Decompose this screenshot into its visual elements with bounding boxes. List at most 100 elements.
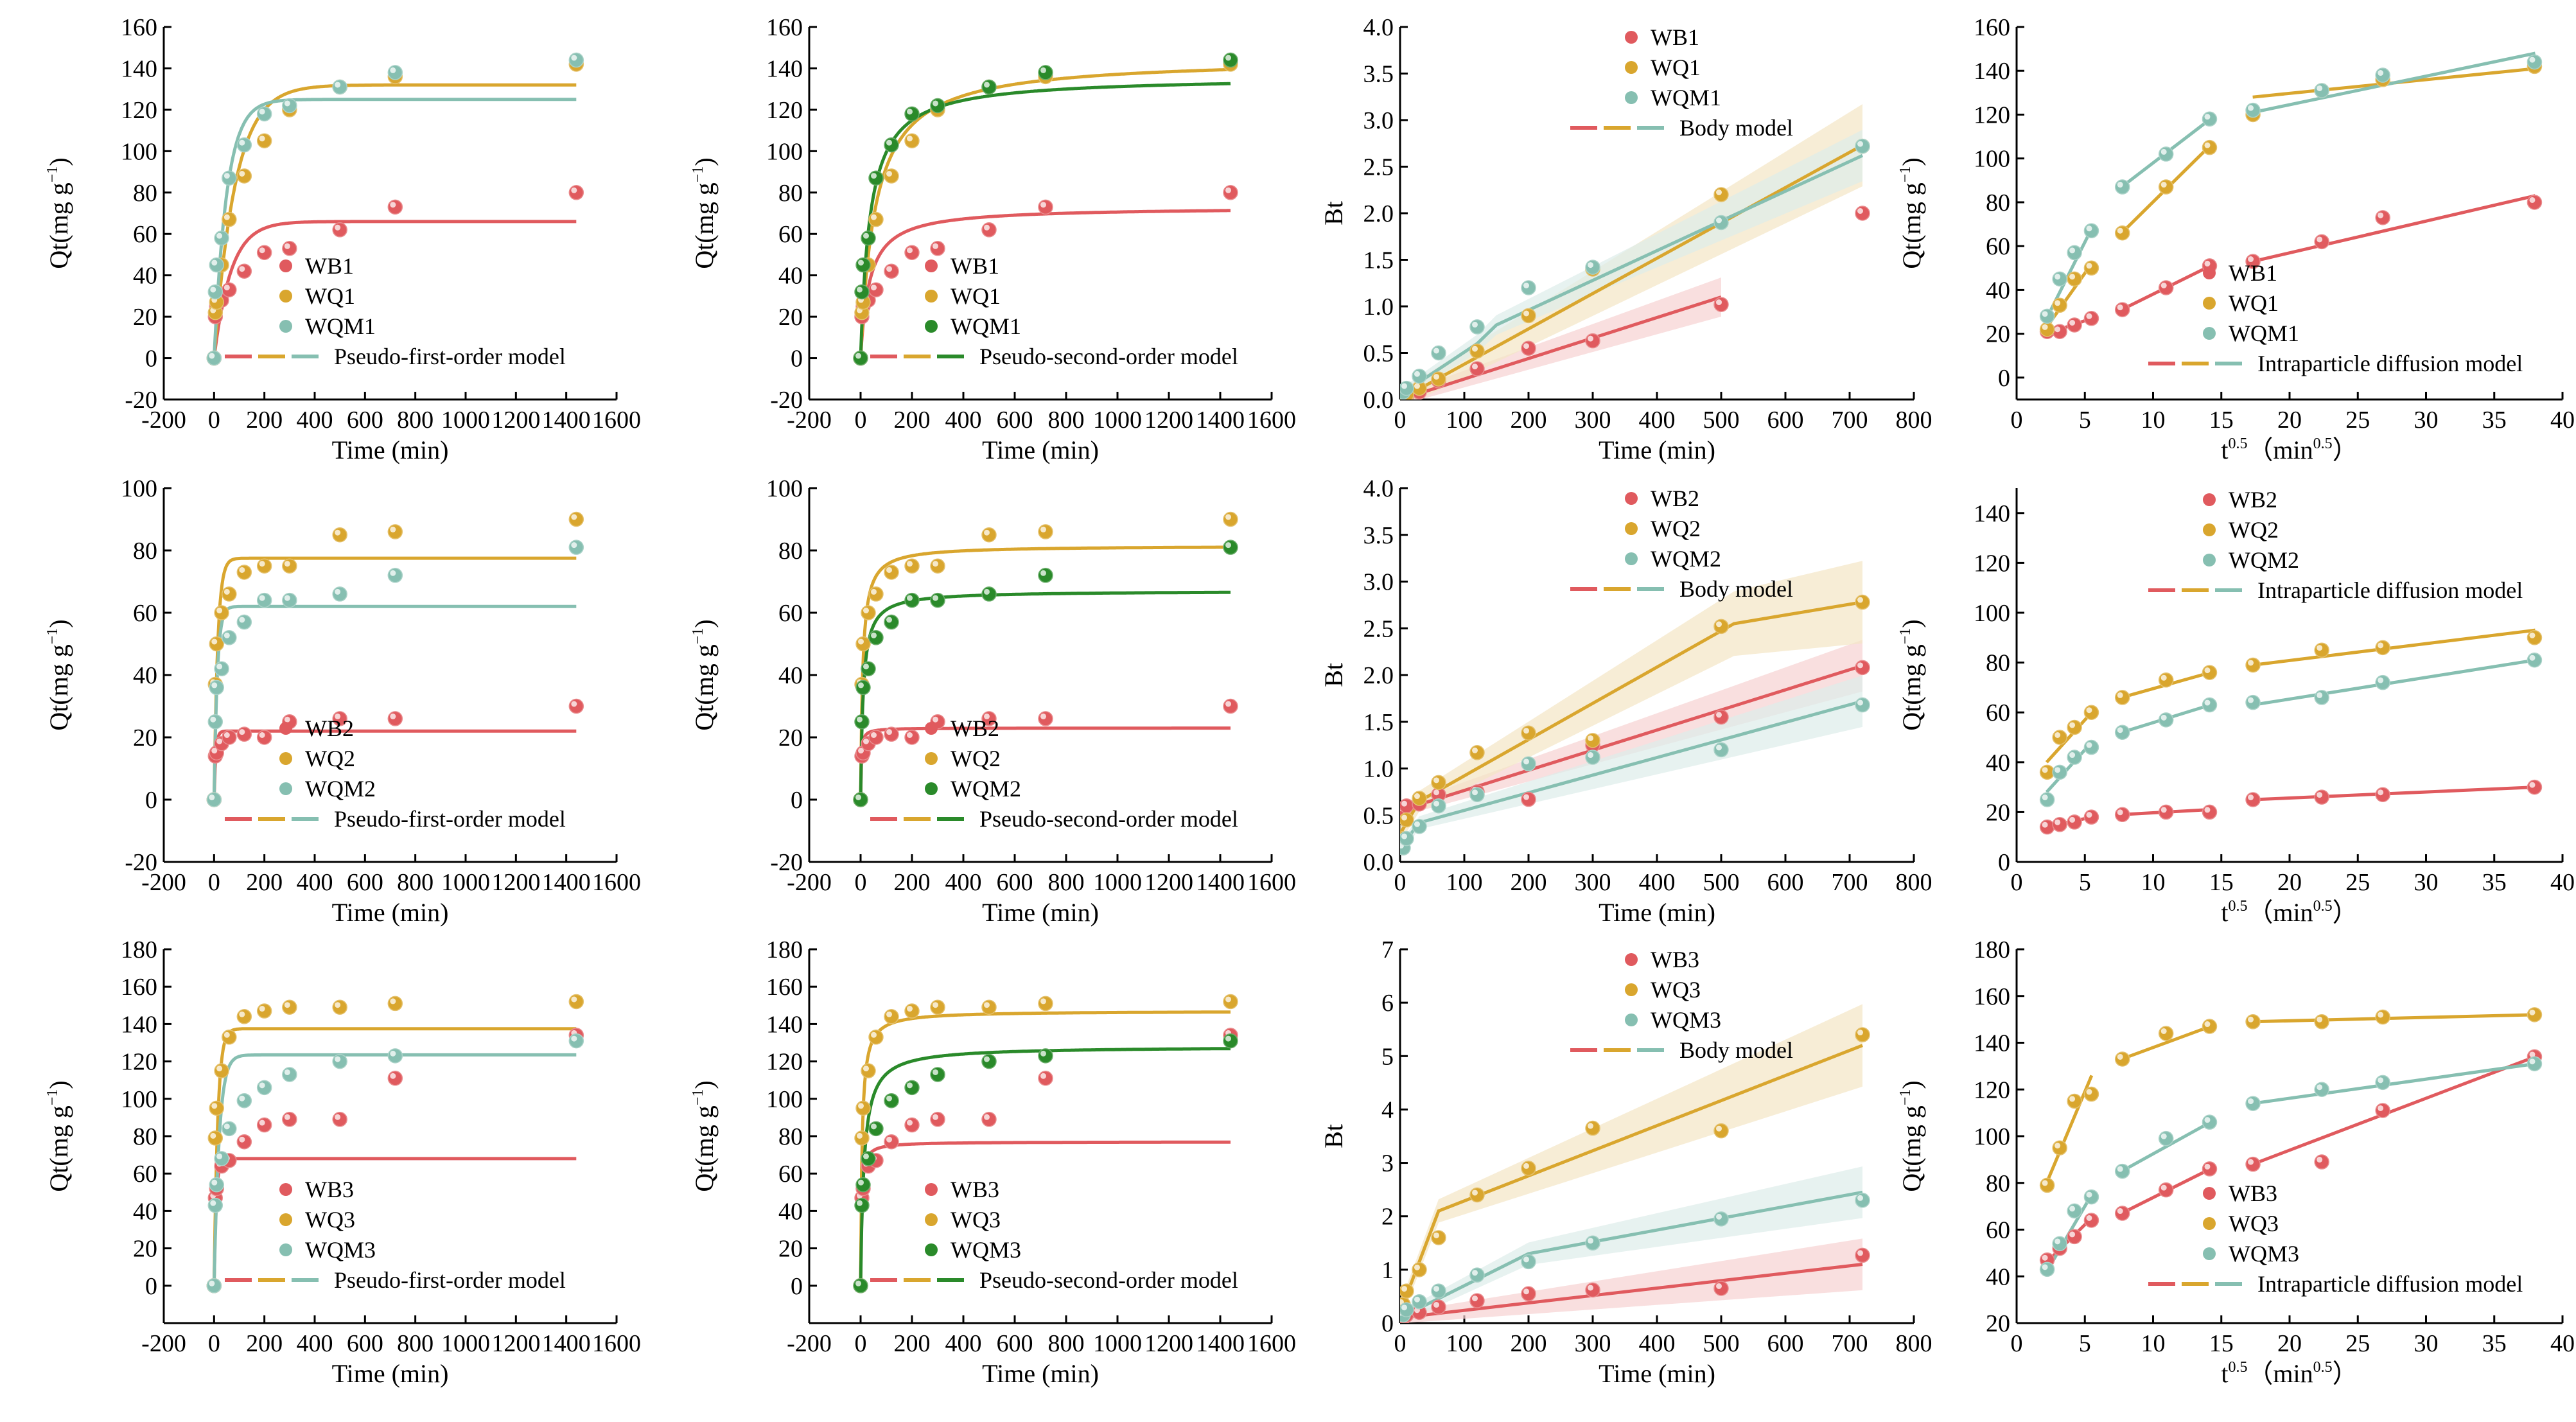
data-point <box>1713 1211 1729 1227</box>
point-highlight <box>1225 542 1231 549</box>
series-WQM1 <box>853 52 1238 366</box>
x-label-t: t <box>2221 435 2228 464</box>
y-tick-label: 100 <box>766 475 803 502</box>
x-tick-label: 35 <box>2482 1330 2507 1357</box>
legend-marker <box>279 722 292 735</box>
point-highlight <box>2055 300 2061 306</box>
x-tick-label: 800 <box>397 407 434 434</box>
legend-label: WQ1 <box>951 283 1001 309</box>
data-point <box>568 52 584 68</box>
point-highlight <box>2117 692 2123 698</box>
point-highlight <box>335 82 341 88</box>
legend-marker <box>1625 522 1638 535</box>
data-point <box>854 284 870 300</box>
point-highlight <box>1414 821 1420 827</box>
x-label-t: t <box>2221 1359 2228 1388</box>
y-tick-label: 120 <box>1974 1076 2010 1103</box>
point-highlight <box>857 286 863 293</box>
point-highlight <box>1523 728 1529 734</box>
legend-label: WQM3 <box>1651 1007 1721 1033</box>
point-highlight <box>2204 260 2211 267</box>
x-tick-label: 10 <box>2141 407 2166 434</box>
y-tick-label: 40 <box>133 263 157 290</box>
point-highlight <box>1040 998 1046 1005</box>
x-tick-label: -200 <box>787 869 832 896</box>
data-point <box>2158 672 2174 688</box>
legend-model-label: Body model <box>1679 1037 1793 1063</box>
y-axis-label: Qt(mg g−1) <box>690 619 719 730</box>
data-point <box>2245 102 2261 118</box>
data-point <box>2083 1189 2099 1205</box>
data-point <box>2067 814 2082 830</box>
data-point <box>2039 764 2055 780</box>
series-WB2 <box>853 698 1238 807</box>
data-point <box>2158 280 2174 295</box>
plot-area <box>853 511 1238 807</box>
y-tick-label: 3.5 <box>1363 522 1394 549</box>
x-tick-label: 5 <box>2079 407 2091 434</box>
point-highlight <box>2160 1028 2167 1034</box>
x-tick-label: 20 <box>2277 407 2302 434</box>
point-highlight <box>2317 236 2323 243</box>
point-highlight <box>2378 70 2384 76</box>
point-highlight <box>871 632 877 638</box>
point-highlight <box>2378 1105 2384 1111</box>
fit-line <box>2121 1120 2211 1173</box>
legend-marker <box>925 1243 938 1256</box>
point-highlight <box>2204 807 2211 813</box>
point-highlight <box>390 526 396 532</box>
data-point <box>1855 1247 1870 1263</box>
data-point <box>387 711 403 726</box>
point-highlight <box>571 187 577 193</box>
series-WQ2 <box>206 511 584 807</box>
data-point <box>1223 994 1238 1010</box>
y-tick-label: 160 <box>121 14 157 41</box>
x-tick-label: 30 <box>2414 407 2439 434</box>
legend-marker <box>2203 327 2216 340</box>
legend-label: WB1 <box>951 253 999 279</box>
data-point <box>214 1151 229 1166</box>
x-tick-label: 100 <box>1446 407 1483 434</box>
x-tick-label: 1400 <box>542 869 591 896</box>
data-point <box>1038 996 1053 1012</box>
data-point <box>1585 733 1600 748</box>
legend-marker <box>1625 91 1638 104</box>
point-highlight <box>216 738 223 744</box>
data-point <box>1713 1123 1729 1139</box>
data-point <box>2314 1082 2329 1097</box>
data-point <box>2039 1177 2055 1193</box>
point-highlight <box>2086 313 2092 319</box>
data-point <box>2314 690 2329 705</box>
legend-model-label: Body model <box>1679 576 1793 602</box>
data-point <box>1521 791 1536 807</box>
legend-label: WQ3 <box>1651 977 1701 1003</box>
point-highlight <box>335 1114 341 1120</box>
y-axis-label: Bt <box>1319 201 1348 225</box>
x-tick-label: 5 <box>2079 1330 2091 1357</box>
data-point <box>222 211 237 227</box>
data-point <box>2245 792 2261 807</box>
data-point <box>855 1100 871 1116</box>
data-point <box>2052 297 2067 313</box>
data-point <box>2114 690 2130 705</box>
data-point <box>1223 1033 1238 1049</box>
data-point <box>256 558 272 574</box>
plot-area <box>853 52 1238 366</box>
point-highlight <box>858 1103 864 1109</box>
plot-area <box>1400 104 1870 399</box>
data-point <box>206 792 222 807</box>
point-highlight <box>2042 311 2048 317</box>
point-highlight <box>1040 1050 1046 1057</box>
y-tick-label: 120 <box>766 1049 803 1076</box>
data-point <box>1713 297 1729 312</box>
data-point <box>861 605 876 620</box>
point-highlight <box>2069 816 2076 823</box>
point-highlight <box>1716 744 1722 751</box>
legend-label: WQ2 <box>951 746 1001 771</box>
series-WB3 <box>853 1028 1238 1294</box>
point-highlight <box>1857 141 1863 147</box>
x-tick-label: 400 <box>297 869 333 896</box>
y-axis-label: Bt <box>1319 663 1348 687</box>
data-point <box>1713 742 1729 758</box>
data-point <box>884 614 899 630</box>
